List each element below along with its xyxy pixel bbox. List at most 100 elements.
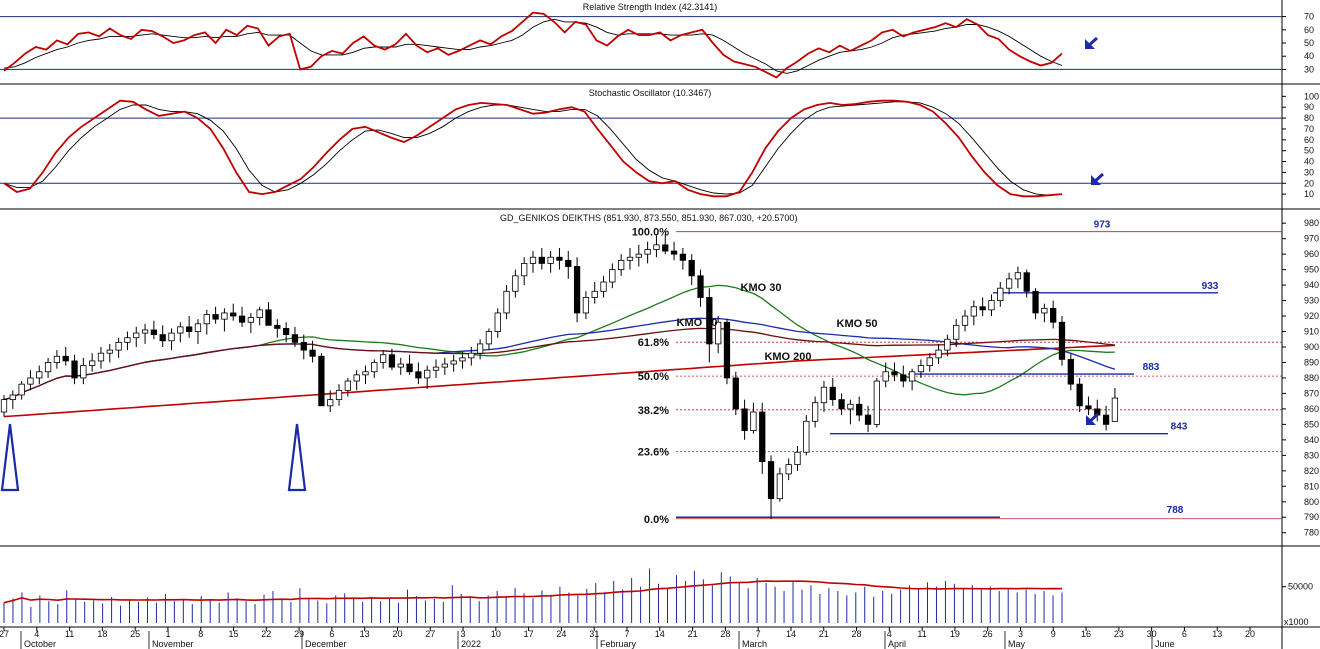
candle <box>953 319 960 347</box>
candle <box>459 351 466 369</box>
candle <box>512 269 519 298</box>
date-tick-label: 22 <box>261 629 271 639</box>
stochastic-arrow-icon <box>1091 172 1105 185</box>
candle <box>988 294 995 317</box>
stochastic-tick-label: 90 <box>1304 102 1314 112</box>
stochastic-tick-label: 80 <box>1304 113 1314 123</box>
candle <box>679 247 687 270</box>
candle-body <box>318 355 325 407</box>
candle <box>706 288 713 363</box>
candle <box>723 319 731 385</box>
candle-body <box>688 259 695 277</box>
candle-body <box>847 403 854 410</box>
candle <box>750 402 757 434</box>
candle <box>997 282 1004 307</box>
triangle-marker-icon <box>287 423 307 492</box>
rsi-tick-label: 40 <box>1304 51 1314 61</box>
candle <box>635 244 642 267</box>
rsi-line <box>3 11 1063 79</box>
price-tick-label: 920 <box>1304 311 1319 321</box>
stochastic-tick-label: 60 <box>1304 135 1314 145</box>
candle <box>274 319 281 338</box>
rsi-panel: Relative Strength Index (42.3141) 30 40 50… <box>0 2 1314 79</box>
rsi-tick-label: 50 <box>1304 38 1314 48</box>
candle <box>715 316 722 354</box>
price-tick-label: 860 <box>1304 404 1319 414</box>
ma-label: KMO 50 <box>837 318 878 330</box>
candle-body <box>715 321 722 345</box>
date-tick-label: 13 <box>360 629 370 639</box>
candle-body <box>882 371 889 382</box>
candle <box>820 381 828 412</box>
candle-body <box>565 259 572 267</box>
stochastic-tick-label: 50 <box>1304 146 1314 156</box>
stochastic-panel: Stochastic Oscillator (10.3467) 10203040… <box>0 88 1319 199</box>
level-label: 933 <box>1202 281 1219 292</box>
candle <box>168 328 175 351</box>
candle <box>1014 266 1022 289</box>
candle-body <box>1076 383 1083 407</box>
date-tick-label: 6 <box>329 629 334 639</box>
rsi-tick-label: 30 <box>1304 64 1314 74</box>
candle-body <box>556 256 563 261</box>
date-tick-label: 28 <box>852 629 862 639</box>
month-label: October <box>24 639 56 649</box>
month-label: 2022 <box>461 639 481 649</box>
candle-body <box>961 315 969 326</box>
candle-body <box>44 362 52 373</box>
candle <box>529 251 537 273</box>
candle-body <box>1058 321 1066 360</box>
price-tick-label: 820 <box>1304 466 1319 476</box>
candle <box>838 393 845 416</box>
price-tick-label: 890 <box>1304 357 1319 367</box>
date-axis: 27 4 11 18 25 1 8 15 22 29 6 13 20 27 3 10 17 24 31 7 14 21 28… <box>0 627 1255 649</box>
candle <box>485 328 493 351</box>
candle <box>291 326 299 347</box>
price-tick-label: 790 <box>1304 512 1319 522</box>
candle-body <box>274 324 281 329</box>
candle-body <box>485 331 493 345</box>
candle <box>476 339 484 360</box>
candle-body <box>829 386 836 401</box>
volume-unit-label: x1000 <box>1284 617 1309 627</box>
rsi-title: Relative Strength Index (42.3141) <box>583 2 718 12</box>
candle <box>230 303 237 321</box>
candle <box>388 348 396 371</box>
date-tick-label: 31 <box>589 629 599 639</box>
candle <box>547 251 554 273</box>
candle-body <box>265 309 272 326</box>
candle <box>71 354 78 385</box>
candle-body <box>230 312 237 317</box>
date-tick-label: 21 <box>688 629 698 639</box>
candle-body <box>626 256 634 261</box>
candle <box>794 446 801 471</box>
candle <box>432 359 440 378</box>
date-tick-label: 7 <box>624 629 629 639</box>
candle-body <box>944 338 951 351</box>
candle-body <box>776 473 783 500</box>
candle <box>371 359 378 378</box>
candle <box>115 337 122 358</box>
candle-body <box>1102 414 1110 425</box>
date-tick-label: 9 <box>1051 629 1056 639</box>
candle-body <box>803 420 810 453</box>
date-tick-label: 7 <box>756 629 761 639</box>
candle <box>979 297 986 317</box>
candle-body <box>653 244 660 250</box>
date-tick-label: 8 <box>198 629 203 639</box>
stochastic-tick-label: 40 <box>1304 157 1314 167</box>
rsi-tick-label: 70 <box>1304 12 1314 22</box>
month-label: May <box>1008 639 1026 649</box>
volume-ma-line <box>3 580 1063 604</box>
candle <box>441 357 448 375</box>
candle-body <box>732 377 739 410</box>
price-tick-label: 970 <box>1304 234 1319 244</box>
candle <box>600 275 607 298</box>
volume-tick-label: 50000 <box>1288 582 1313 592</box>
candle-body <box>891 371 898 376</box>
candle-body <box>838 399 845 410</box>
candle-body <box>397 363 404 368</box>
candle-body <box>133 332 140 339</box>
date-tick-label: 28 <box>720 629 730 639</box>
candle-body <box>900 374 907 382</box>
